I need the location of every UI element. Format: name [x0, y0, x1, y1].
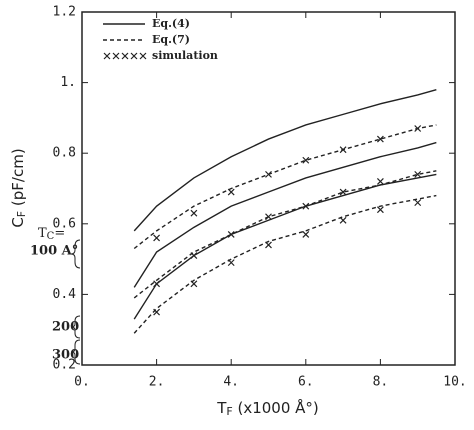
- marker: [227, 188, 235, 196]
- marker: [153, 280, 161, 288]
- brace: [70, 339, 81, 365]
- tc-sub: C: [47, 231, 55, 242]
- marker: [414, 125, 422, 132]
- marker: [302, 156, 310, 164]
- tc-rest: =: [54, 226, 65, 241]
- legend-marker: [112, 52, 120, 60]
- legend-label: Eq.(7): [152, 33, 190, 46]
- marker: [414, 199, 422, 207]
- x-tick-label: 4.: [223, 375, 239, 390]
- marker: [376, 178, 384, 185]
- legend-marker: [103, 52, 111, 60]
- marker: [265, 213, 272, 221]
- curve: [133, 88, 437, 232]
- marker: [414, 170, 422, 178]
- x-tick-label: 2.: [149, 375, 165, 390]
- marker: [302, 230, 310, 238]
- marker: [153, 308, 161, 316]
- marker: [227, 259, 235, 267]
- curve: [133, 173, 437, 320]
- curve: [133, 170, 437, 299]
- y-tick-label: 0.6: [53, 216, 76, 231]
- marker: [190, 209, 198, 217]
- y-axis-label: CF (pF/cm): [9, 148, 29, 227]
- y-tick-label: 0.4: [53, 287, 77, 302]
- legend-label: simulation: [152, 49, 218, 62]
- brace: [70, 315, 81, 339]
- marker: [153, 234, 161, 242]
- marker: [265, 170, 272, 178]
- y-tick-label: 1.2: [53, 5, 76, 20]
- legend-marker: [130, 52, 138, 60]
- curve: [133, 124, 437, 250]
- tc-main: T: [38, 226, 47, 241]
- marker: [190, 252, 198, 259]
- marker: [376, 206, 384, 214]
- marker: [190, 280, 198, 288]
- marker: [339, 146, 347, 154]
- legend-marker: [139, 52, 147, 60]
- plot-frame: [81, 11, 456, 366]
- curve: [133, 141, 437, 288]
- y-tick-label: 0.8: [53, 146, 76, 161]
- annotation: 100 A°: [30, 244, 78, 259]
- annotation: 300: [52, 348, 79, 363]
- annotation: 200: [52, 320, 79, 335]
- tc-annotation: TC=: [38, 226, 65, 242]
- brace: [70, 239, 81, 269]
- y-label-main: C: [9, 217, 27, 227]
- x-tick-label: 6.: [298, 375, 314, 390]
- x-label-rest: (x1000 Å°): [233, 398, 319, 417]
- legend-label: Eq.(4): [152, 17, 190, 30]
- marker: [265, 241, 272, 249]
- y-label-rest: (pF/cm): [9, 148, 27, 211]
- marker: [339, 188, 347, 196]
- x-tick-label: 0.: [74, 375, 90, 390]
- x-label-sub: F: [226, 405, 232, 418]
- y-tick-label: 0.2: [53, 358, 76, 373]
- marker: [376, 135, 384, 143]
- legend-marker: [121, 52, 129, 60]
- marker: [339, 216, 347, 224]
- y-label-sub: F: [15, 211, 28, 217]
- x-tick-label: 8.: [373, 375, 389, 390]
- curve: [133, 194, 437, 334]
- y-tick-label: 1.: [60, 75, 76, 90]
- x-tick-label: 10.: [443, 375, 466, 390]
- marker: [302, 202, 310, 210]
- x-axis-label: TF (x1000 Å°): [216, 398, 319, 419]
- x-label-main: T: [216, 399, 227, 417]
- marker: [227, 230, 235, 238]
